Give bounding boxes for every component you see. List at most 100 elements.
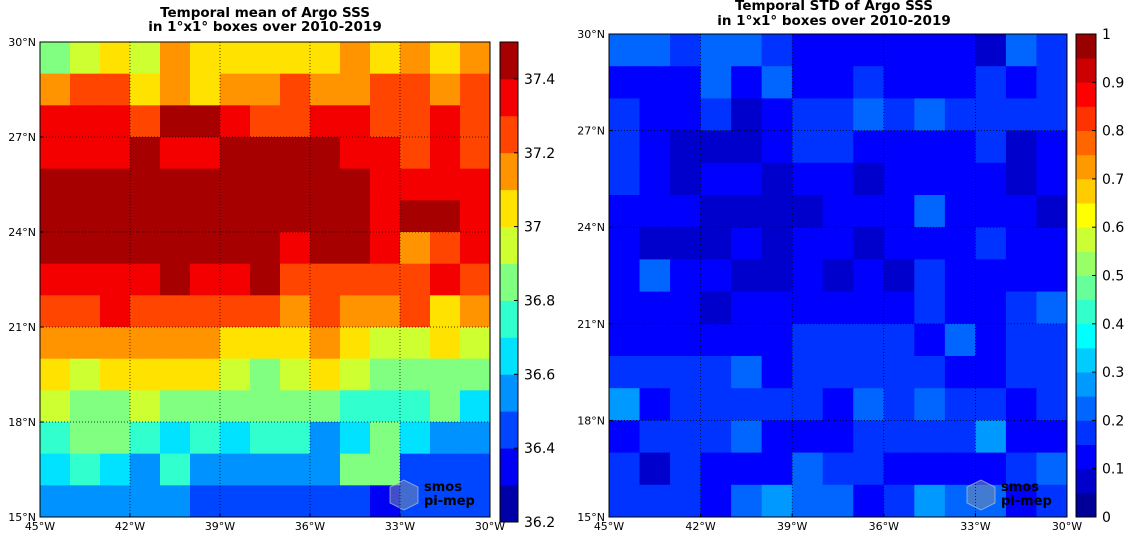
heatmap-cell (130, 422, 161, 455)
mean-chart-title: Temporal mean of Argo SSS (160, 5, 370, 21)
heatmap-cell (250, 105, 281, 138)
heatmap-cell (914, 356, 946, 389)
heatmap-cell (1005, 420, 1037, 454)
colorbar-tick-label: 36.2 (524, 515, 555, 531)
heatmap-cell (280, 295, 311, 328)
heatmap-cell (190, 453, 221, 486)
heatmap-cell (853, 130, 885, 164)
heatmap-cell (792, 452, 824, 486)
y-tick-label: 24°N (577, 221, 605, 234)
heatmap-cell (761, 291, 793, 325)
heatmap-cell (1005, 130, 1037, 164)
heatmap-cell (250, 137, 281, 170)
heatmap-cell (220, 232, 251, 265)
mean-chart-subtitle: in 1°x1° boxes over 2010-2019 (148, 19, 382, 35)
heatmap-cell (130, 295, 161, 328)
heatmap-cell (822, 388, 854, 421)
heatmap-cell (430, 42, 461, 75)
colorbar-tick-label: 0.1 (1102, 462, 1124, 478)
heatmap-cell (1005, 66, 1037, 99)
heatmap-cell (944, 66, 976, 99)
heatmap-cell (40, 453, 71, 486)
heatmap-cell (761, 323, 793, 357)
heatmap-cell (883, 98, 915, 132)
heatmap-cell (822, 162, 854, 196)
heatmap-cell (160, 105, 191, 138)
heatmap-cell (670, 98, 702, 132)
heatmap-cell (639, 195, 671, 228)
heatmap-cell (100, 485, 131, 518)
heatmap-cell (40, 168, 71, 201)
heatmap-cell (370, 263, 401, 296)
heatmap-cell (700, 291, 732, 325)
heatmap-cell (700, 195, 732, 228)
heatmap-cell (400, 422, 431, 455)
heatmap-cell (340, 232, 371, 265)
heatmap-cell (130, 390, 161, 423)
colorbar-tick-label: 36.8 (524, 293, 555, 309)
heatmap-cell (761, 195, 793, 228)
heatmap-cell (670, 388, 702, 421)
heatmap-cell (100, 73, 131, 106)
heatmap-cell (975, 259, 1007, 293)
heatmap-cell (822, 452, 854, 486)
colorbar-tick-label: 0.6 (1102, 220, 1124, 236)
heatmap-cell (310, 358, 341, 391)
heatmap-cell (914, 323, 946, 357)
heatmap-cell (190, 168, 221, 201)
heatmap-cell (883, 388, 915, 421)
heatmap-cell (761, 130, 793, 164)
heatmap-cell (370, 73, 401, 106)
heatmap-cell (731, 98, 763, 132)
heatmap-cell (280, 263, 311, 296)
heatmap-cell (220, 137, 251, 170)
heatmap-cell (130, 327, 161, 360)
x-tick-label: 33°W (960, 520, 990, 533)
heatmap-cell (160, 327, 191, 360)
heatmap-cell (460, 485, 491, 518)
heatmap-cell (609, 291, 641, 325)
heatmap-cell (1036, 66, 1068, 99)
colorbar-segment (1076, 178, 1096, 204)
heatmap-cell (100, 168, 131, 201)
heatmap-cell (731, 452, 763, 486)
colorbar-tick-label: 0.5 (1102, 269, 1124, 285)
heatmap-cell (100, 295, 131, 328)
heatmap-cell (310, 327, 341, 360)
heatmap-cell (100, 263, 131, 296)
heatmap-cell (460, 137, 491, 170)
heatmap-cell (370, 327, 401, 360)
heatmap-cell (822, 66, 854, 99)
heatmap-cell (160, 263, 191, 296)
std-plot-frame (608, 33, 1068, 518)
heatmap-cell (100, 327, 131, 360)
colorbar-segment (500, 115, 518, 154)
heatmap-cell (731, 484, 763, 518)
heatmap-cell (944, 130, 976, 164)
colorbar-segment (500, 374, 518, 412)
heatmap-cell (220, 168, 251, 201)
heatmap-cell (792, 34, 824, 67)
colorbar-segment (1076, 106, 1096, 131)
heatmap-cell (883, 259, 915, 293)
std-chart-subtitle: in 1°x1° boxes over 2010-2019 (717, 13, 951, 29)
heatmap-cell (40, 73, 71, 106)
x-tick-label: 30°W (1052, 520, 1082, 533)
heatmap-cell (190, 485, 221, 518)
heatmap-cell (40, 263, 71, 296)
heatmap-cell (370, 295, 401, 328)
y-tick-label: 30°N (577, 28, 605, 41)
heatmap-cell (975, 162, 1007, 196)
colorbar-tick-label: 37.4 (524, 72, 555, 88)
heatmap-cell (639, 162, 671, 196)
heatmap-cell (914, 162, 946, 196)
heatmap-cell (670, 34, 702, 67)
heatmap-cell (670, 195, 702, 228)
heatmap-cell (670, 484, 702, 518)
heatmap-cell (609, 227, 641, 260)
heatmap-cell (639, 34, 671, 67)
heatmap-cell (1036, 356, 1068, 389)
std-x-ticks: 45°W 42°W 39°W 36°W 33°W 30°W (594, 513, 1082, 533)
heatmap-cell (1005, 259, 1037, 293)
